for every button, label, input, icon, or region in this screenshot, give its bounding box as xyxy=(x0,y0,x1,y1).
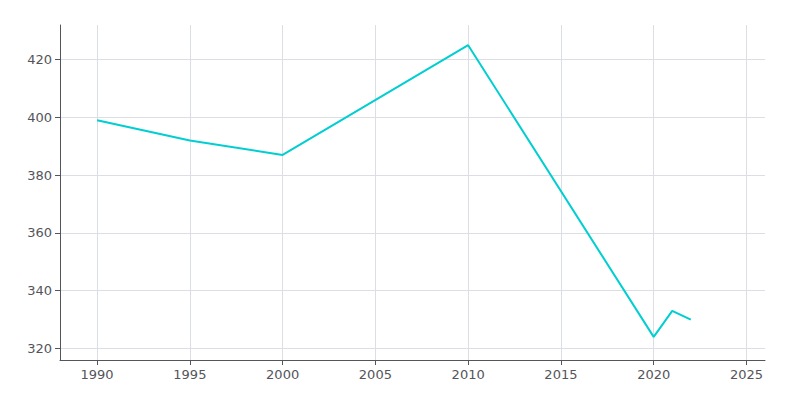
svg-text:2020: 2020 xyxy=(637,367,670,382)
svg-text:340: 340 xyxy=(27,283,52,298)
svg-text:1990: 1990 xyxy=(81,367,114,382)
svg-text:420: 420 xyxy=(27,52,52,67)
svg-text:2005: 2005 xyxy=(359,367,392,382)
svg-text:400: 400 xyxy=(27,110,52,125)
svg-text:2000: 2000 xyxy=(266,367,299,382)
svg-text:1995: 1995 xyxy=(173,367,206,382)
svg-text:380: 380 xyxy=(27,168,52,183)
svg-text:2010: 2010 xyxy=(452,367,485,382)
svg-text:360: 360 xyxy=(27,225,52,240)
svg-text:2015: 2015 xyxy=(544,367,577,382)
svg-text:320: 320 xyxy=(27,341,52,356)
svg-text:2025: 2025 xyxy=(730,367,763,382)
